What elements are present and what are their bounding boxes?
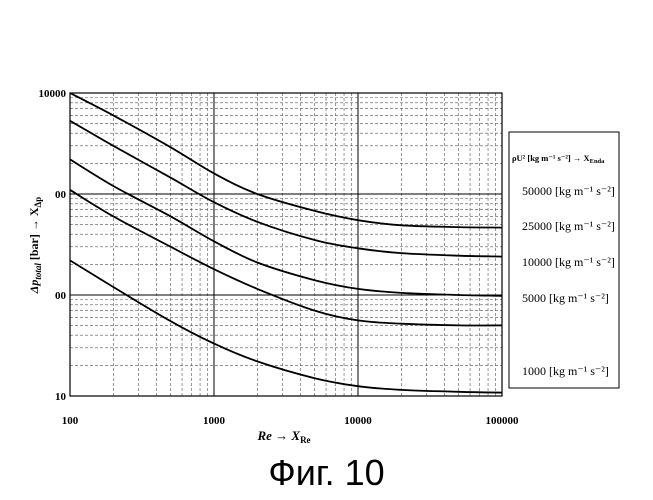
figure-caption: Фиг. 10 — [0, 452, 653, 494]
legend-entry: 50000 [kg m⁻¹ s⁻²] — [522, 184, 615, 198]
y-tick-label: 00 — [55, 189, 67, 201]
y-tick-label: 10 — [55, 391, 67, 403]
y-tick-label: 10000 — [39, 88, 67, 100]
x-tick-label: 1000 — [203, 415, 226, 427]
y-tick-labels: 10000 00 00 10 — [39, 88, 67, 403]
major-gridlines — [70, 93, 502, 396]
legend-entry: 1000 [kg m⁻¹ s⁻²] — [522, 364, 609, 378]
x-tick-labels: 100 1000 10000 100000 — [62, 415, 519, 427]
x-tick-label: 10000 — [344, 415, 372, 427]
x-axis-label: Re → XRe — [256, 428, 310, 445]
legend-entry: 5000 [kg m⁻¹ s⁻²] — [522, 291, 609, 305]
y-tick-label: 00 — [55, 290, 67, 302]
x-tick-label: 100000 — [486, 415, 520, 427]
minor-gridlines — [70, 93, 502, 396]
legend-entry: 25000 [kg m⁻¹ s⁻²] — [522, 219, 615, 233]
plot-frame — [70, 93, 502, 396]
legend-entry: 10000 [kg m⁻¹ s⁻²] — [522, 255, 615, 269]
series-line — [70, 121, 502, 257]
series-line — [70, 260, 502, 392]
series-line — [70, 93, 502, 228]
series-line — [70, 190, 502, 326]
y-axis-label: Δptotal [bar] → XΔp — [27, 197, 43, 294]
x-tick-label: 100 — [62, 415, 79, 427]
